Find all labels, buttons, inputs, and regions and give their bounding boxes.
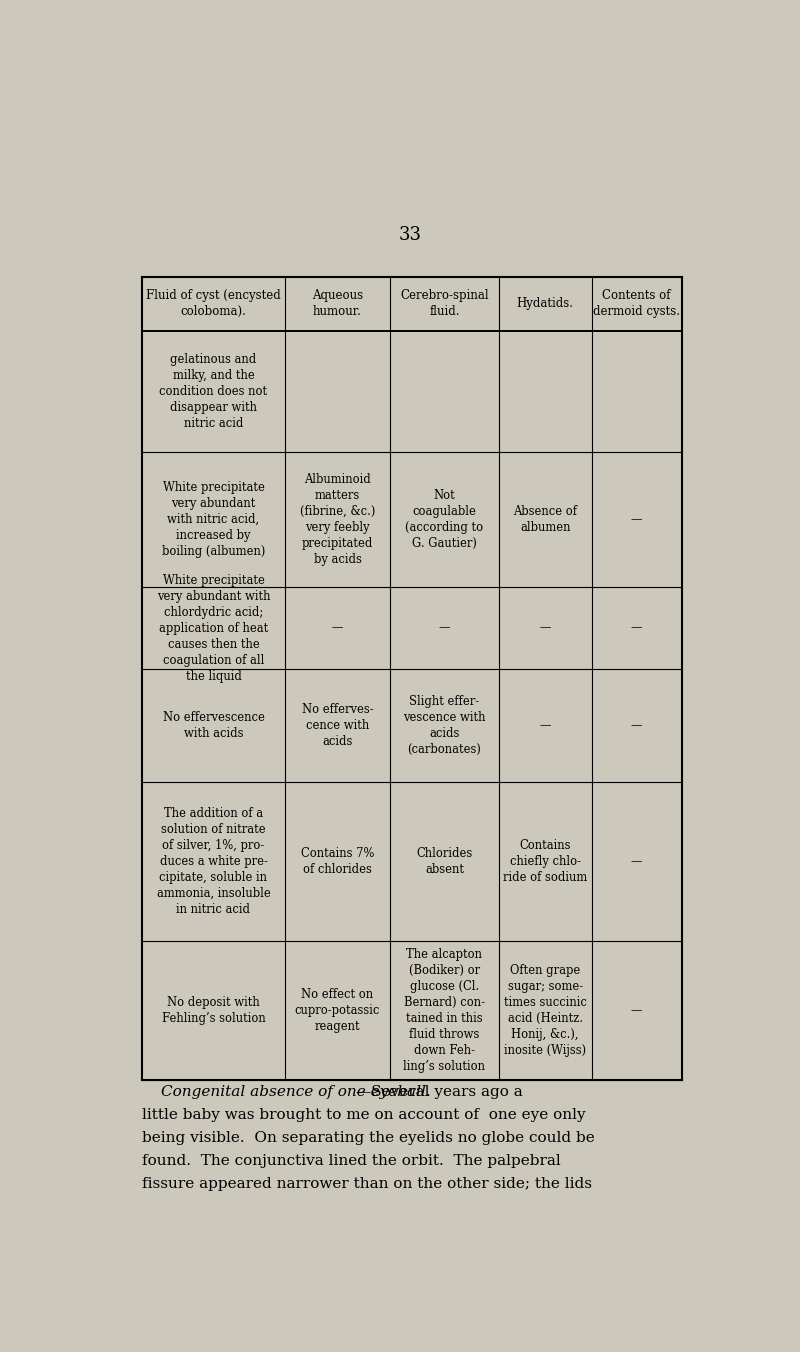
Text: No efferves-
cence with
acids: No efferves- cence with acids — [302, 703, 374, 748]
Text: No effervescence
with acids: No effervescence with acids — [162, 711, 264, 740]
Text: No effect on
cupro-potassic
reagent: No effect on cupro-potassic reagent — [294, 988, 380, 1033]
Text: Congenital absence of one eyeball.: Congenital absence of one eyeball. — [161, 1084, 430, 1099]
Text: —: — — [438, 622, 450, 634]
Text: The addition of a
solution of nitrate
of silver, 1%, pro-
duces a white pre-
cip: The addition of a solution of nitrate of… — [157, 807, 270, 915]
Text: —: — — [631, 1005, 642, 1017]
Text: 33: 33 — [398, 226, 422, 245]
Text: Aqueous
humour.: Aqueous humour. — [312, 289, 363, 318]
Text: —: — — [631, 854, 642, 868]
Text: —: — — [631, 622, 642, 634]
Text: —: — — [539, 719, 551, 731]
Text: Cerebro-spinal
fluid.: Cerebro-spinal fluid. — [400, 289, 489, 318]
Text: No deposit with
Fehling’s solution: No deposit with Fehling’s solution — [162, 996, 266, 1025]
Text: —: — — [631, 719, 642, 731]
Text: being visible.  On separating the eyelids no globe could be: being visible. On separating the eyelids… — [142, 1130, 595, 1145]
Text: Albuminoid
matters
(fibrine, &c.)
very feebly
precipitated
by acids: Albuminoid matters (fibrine, &c.) very f… — [300, 473, 375, 566]
Text: Not
coagulable
(according to
G. Gautier): Not coagulable (according to G. Gautier) — [406, 489, 483, 550]
Text: fissure appeared narrower than on the other side; the lids: fissure appeared narrower than on the ot… — [142, 1176, 592, 1191]
Text: —Several years ago a: —Several years ago a — [356, 1084, 523, 1099]
Text: Hydatids.: Hydatids. — [517, 297, 574, 311]
Text: gelatinous and
milky, and the
condition does not
disappear with
nitric acid: gelatinous and milky, and the condition … — [159, 353, 267, 430]
Text: Often grape
sugar; some-
times succinic
acid (Heintz.
Honij, &c.),
inosite (Wijs: Often grape sugar; some- times succinic … — [504, 964, 586, 1057]
Text: —: — — [539, 622, 551, 634]
Text: —: — — [631, 512, 642, 526]
Text: Absence of
albumen: Absence of albumen — [513, 504, 577, 534]
Text: Contents of
dermoid cysts.: Contents of dermoid cysts. — [593, 289, 680, 318]
Text: Fluid of cyst (encysted
coloboma).: Fluid of cyst (encysted coloboma). — [146, 289, 281, 318]
Text: Slight effer-
vescence with
acids
(carbonates): Slight effer- vescence with acids (carbo… — [403, 695, 486, 756]
Text: Chlorides
absent: Chlorides absent — [416, 846, 473, 876]
Text: found.  The conjunctiva lined the orbit.  The palpebral: found. The conjunctiva lined the orbit. … — [142, 1153, 561, 1168]
Text: Contains 7%
of chlorides: Contains 7% of chlorides — [301, 846, 374, 876]
Text: The alcapton
(Bodiker) or
glucose (Cl.
Bernard) con-
tained in this
fluid throws: The alcapton (Bodiker) or glucose (Cl. B… — [403, 948, 486, 1073]
Text: White precipitate
very abundant
with nitric acid,
increased by
boiling (albumen): White precipitate very abundant with nit… — [162, 481, 265, 558]
Text: Contains
chiefly chlo-
ride of sodium: Contains chiefly chlo- ride of sodium — [503, 838, 587, 884]
Text: —: — — [332, 622, 343, 634]
Text: White precipitate
very abundant with
chlordydric acid;
application of heat
cause: White precipitate very abundant with chl… — [157, 573, 270, 683]
Text: little baby was brought to me on account of  one eye only: little baby was brought to me on account… — [142, 1107, 586, 1122]
